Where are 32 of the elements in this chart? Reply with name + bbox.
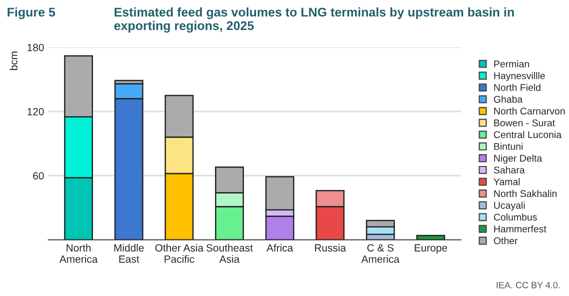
- x-tick-label: Europe: [414, 244, 448, 254]
- legend-label: Hammerfest: [494, 225, 546, 232]
- x-tick-label: Russia: [315, 244, 346, 252]
- legend-label: Bowen - Surat: [494, 119, 555, 126]
- legend-label: North Carnarvon: [494, 107, 565, 115]
- legend-label: Sahara: [494, 166, 525, 174]
- legend-label: North Field: [494, 84, 540, 91]
- x-tick-label: Africa: [266, 244, 294, 252]
- y-tick-label: 60: [33, 172, 44, 180]
- x-tick-label: Southeast Asia: [206, 244, 253, 263]
- legend-label: Central Luconia: [494, 130, 562, 138]
- legend-label: North Sakhalin: [494, 190, 557, 198]
- legend-label: Bintuni: [494, 142, 523, 150]
- legend-label: Ucayali: [494, 202, 525, 211]
- legend-label: Other: [494, 237, 518, 244]
- legend-label: Yamal: [494, 178, 520, 186]
- caption: Figure 5: [8, 7, 56, 20]
- y-axis-title: bcm: [10, 52, 18, 70]
- y-tick-label: 180: [28, 44, 44, 52]
- x-tick-label: North America: [59, 244, 98, 263]
- x-tick-label: C & S America: [361, 244, 400, 263]
- legend-label: Niger Delta: [494, 154, 542, 164]
- legend-label: Columbus: [494, 213, 537, 221]
- bar: [416, 234, 446, 240]
- chart-title: Estimated feed gas volumes to LNG terminals by upstream basin in exporting regions, 2025: [114, 7, 514, 33]
- x-tick-label: Middle East: [114, 244, 144, 263]
- legend-label: Haynesvillle: [494, 72, 545, 82]
- y-tick-label: 120: [28, 108, 44, 116]
- legend-label: Ghaba: [494, 96, 523, 103]
- legend-label: Permian: [494, 60, 530, 68]
- text: IEA. CC BY 4.0.: [496, 282, 560, 288]
- x-tick-label: Other Asia Pacific: [155, 244, 204, 263]
